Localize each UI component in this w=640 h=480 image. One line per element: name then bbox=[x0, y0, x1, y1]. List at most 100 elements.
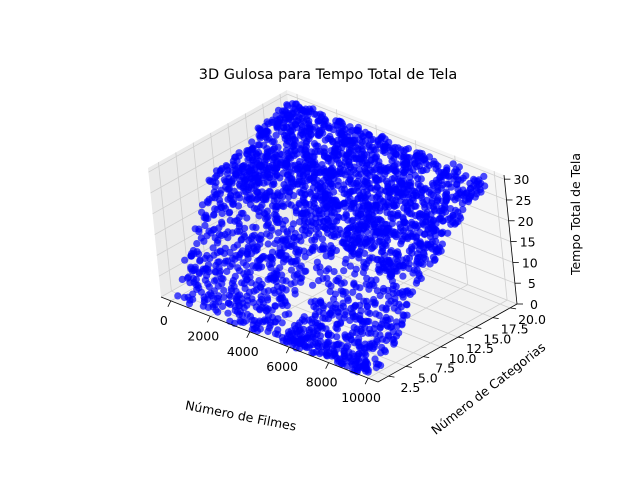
data-point bbox=[294, 251, 302, 259]
data-point bbox=[392, 250, 400, 258]
data-point bbox=[250, 204, 258, 212]
data-point bbox=[286, 337, 294, 345]
data-point bbox=[360, 263, 368, 271]
data-point bbox=[310, 303, 318, 311]
y-tick bbox=[509, 307, 517, 310]
data-point bbox=[390, 339, 399, 347]
data-point bbox=[322, 267, 330, 275]
data-point bbox=[343, 244, 351, 252]
data-point bbox=[256, 306, 264, 314]
data-point bbox=[200, 237, 208, 245]
data-point bbox=[324, 331, 332, 339]
data-point bbox=[409, 230, 417, 238]
data-point bbox=[267, 264, 275, 272]
data-point bbox=[259, 194, 267, 202]
data-point bbox=[287, 266, 296, 274]
data-point bbox=[312, 192, 320, 200]
data-point bbox=[420, 230, 428, 238]
data-point bbox=[288, 126, 297, 134]
data-point bbox=[226, 262, 234, 271]
data-point bbox=[283, 302, 291, 310]
data-point bbox=[224, 299, 232, 307]
data-point bbox=[293, 236, 301, 244]
data-point bbox=[201, 221, 209, 230]
data-point bbox=[408, 210, 416, 218]
x-tick-label: 10000 bbox=[341, 390, 381, 405]
data-point bbox=[195, 228, 203, 236]
data-point bbox=[224, 185, 233, 193]
data-point bbox=[311, 319, 319, 327]
data-point bbox=[305, 326, 313, 334]
data-point bbox=[397, 152, 405, 160]
data-point bbox=[371, 204, 379, 212]
data-point bbox=[257, 295, 266, 304]
data-point bbox=[269, 178, 278, 186]
data-point bbox=[290, 272, 298, 280]
data-point bbox=[248, 138, 256, 146]
y-tick bbox=[475, 327, 482, 329]
data-point bbox=[406, 290, 414, 298]
data-point bbox=[358, 205, 366, 213]
x-tick bbox=[364, 377, 369, 385]
data-point bbox=[255, 141, 263, 149]
y-tick-label: 15.0 bbox=[483, 331, 511, 346]
data-point bbox=[337, 359, 345, 367]
data-point bbox=[319, 245, 327, 253]
y-tick-label: 7.5 bbox=[435, 361, 455, 376]
data-point bbox=[309, 281, 317, 289]
data-point bbox=[217, 248, 225, 256]
data-point bbox=[353, 126, 361, 134]
data-point bbox=[354, 182, 362, 190]
data-point bbox=[364, 366, 372, 374]
data-point bbox=[310, 178, 318, 186]
data-point bbox=[223, 267, 231, 276]
data-point bbox=[274, 106, 283, 114]
data-point bbox=[201, 276, 209, 284]
data-point bbox=[220, 293, 228, 301]
data-point bbox=[277, 238, 285, 246]
data-point bbox=[174, 292, 182, 300]
data-point bbox=[323, 209, 331, 218]
data-point bbox=[376, 324, 384, 332]
data-point bbox=[352, 329, 361, 337]
data-point bbox=[262, 133, 270, 141]
z-tick-label: 0 bbox=[530, 297, 538, 312]
data-point bbox=[203, 232, 211, 240]
data-point bbox=[301, 267, 309, 275]
data-point bbox=[321, 224, 329, 232]
x-tick-label: 0 bbox=[160, 313, 168, 328]
data-point bbox=[350, 280, 358, 289]
data-point bbox=[256, 132, 264, 140]
y-tick-label: 12.5 bbox=[466, 341, 494, 356]
z-axis-line bbox=[503, 174, 518, 305]
data-point bbox=[264, 240, 272, 248]
data-point bbox=[268, 226, 276, 234]
data-point bbox=[354, 212, 362, 220]
y-tick-label: 5.0 bbox=[418, 370, 438, 385]
data-point bbox=[279, 258, 287, 266]
data-point bbox=[266, 232, 274, 240]
data-point bbox=[279, 193, 287, 201]
data-point bbox=[209, 244, 217, 252]
x-axis-label: Número de Filmes bbox=[184, 397, 298, 433]
axis-ticks: 02000400060008000100002.55.07.510.012.51… bbox=[160, 172, 546, 405]
data-point bbox=[341, 203, 349, 211]
data-point bbox=[383, 209, 391, 217]
data-point bbox=[315, 277, 323, 285]
data-point bbox=[236, 194, 244, 202]
data-point bbox=[375, 266, 384, 274]
data-point bbox=[371, 176, 379, 185]
data-point bbox=[211, 183, 219, 191]
x-tick-label: 6000 bbox=[266, 359, 298, 374]
data-point bbox=[280, 202, 288, 211]
data-point bbox=[252, 286, 260, 294]
data-point bbox=[363, 274, 371, 282]
data-point bbox=[415, 260, 423, 268]
data-point bbox=[291, 290, 299, 298]
data-point bbox=[196, 256, 204, 264]
data-point bbox=[346, 316, 354, 324]
data-point bbox=[218, 209, 226, 218]
data-point bbox=[347, 205, 355, 213]
data-point bbox=[285, 255, 293, 263]
data-point bbox=[316, 263, 324, 271]
